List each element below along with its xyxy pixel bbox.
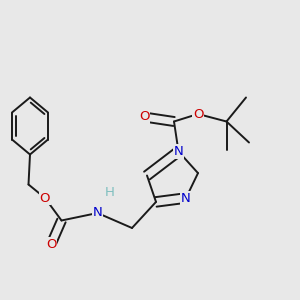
Text: N: N [174,145,183,158]
Text: H: H [105,185,114,199]
Text: O: O [139,110,149,124]
Text: O: O [46,238,56,251]
Text: O: O [40,191,50,205]
Text: O: O [193,107,203,121]
Text: N: N [181,191,191,205]
Text: N: N [93,206,102,220]
